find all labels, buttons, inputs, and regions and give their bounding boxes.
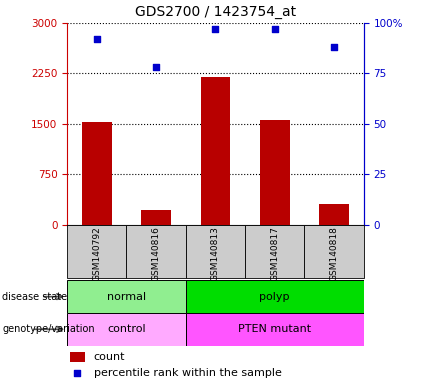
Text: percentile rank within the sample: percentile rank within the sample bbox=[94, 368, 282, 378]
Bar bbox=[260, 120, 290, 225]
Point bbox=[74, 370, 81, 376]
Bar bbox=[67, 225, 126, 278]
Bar bbox=[82, 122, 112, 225]
Text: GSM140817: GSM140817 bbox=[270, 226, 279, 281]
Text: count: count bbox=[94, 352, 125, 362]
Bar bbox=[67, 280, 186, 313]
Text: disease state: disease state bbox=[2, 291, 67, 302]
Text: genotype/variation: genotype/variation bbox=[2, 324, 95, 334]
Bar bbox=[319, 204, 349, 225]
Bar bbox=[200, 77, 230, 225]
Bar bbox=[245, 225, 304, 278]
Point bbox=[271, 26, 278, 32]
Bar bbox=[67, 313, 186, 346]
Point bbox=[93, 36, 100, 42]
Text: PTEN mutant: PTEN mutant bbox=[238, 324, 311, 334]
Point bbox=[331, 44, 338, 50]
Text: GSM140818: GSM140818 bbox=[330, 226, 339, 281]
Bar bbox=[186, 313, 364, 346]
Bar bbox=[186, 280, 364, 313]
Text: control: control bbox=[107, 324, 146, 334]
Point bbox=[152, 65, 159, 71]
Text: GSM140816: GSM140816 bbox=[152, 226, 161, 281]
Text: polyp: polyp bbox=[259, 291, 290, 302]
Title: GDS2700 / 1423754_at: GDS2700 / 1423754_at bbox=[135, 5, 296, 19]
Bar bbox=[70, 352, 85, 362]
Bar bbox=[141, 210, 171, 225]
Text: normal: normal bbox=[107, 291, 146, 302]
Bar bbox=[186, 225, 245, 278]
Point bbox=[212, 26, 219, 32]
Text: GSM140813: GSM140813 bbox=[211, 226, 220, 281]
Bar bbox=[304, 225, 364, 278]
Text: GSM140792: GSM140792 bbox=[92, 226, 101, 281]
Bar bbox=[126, 225, 186, 278]
